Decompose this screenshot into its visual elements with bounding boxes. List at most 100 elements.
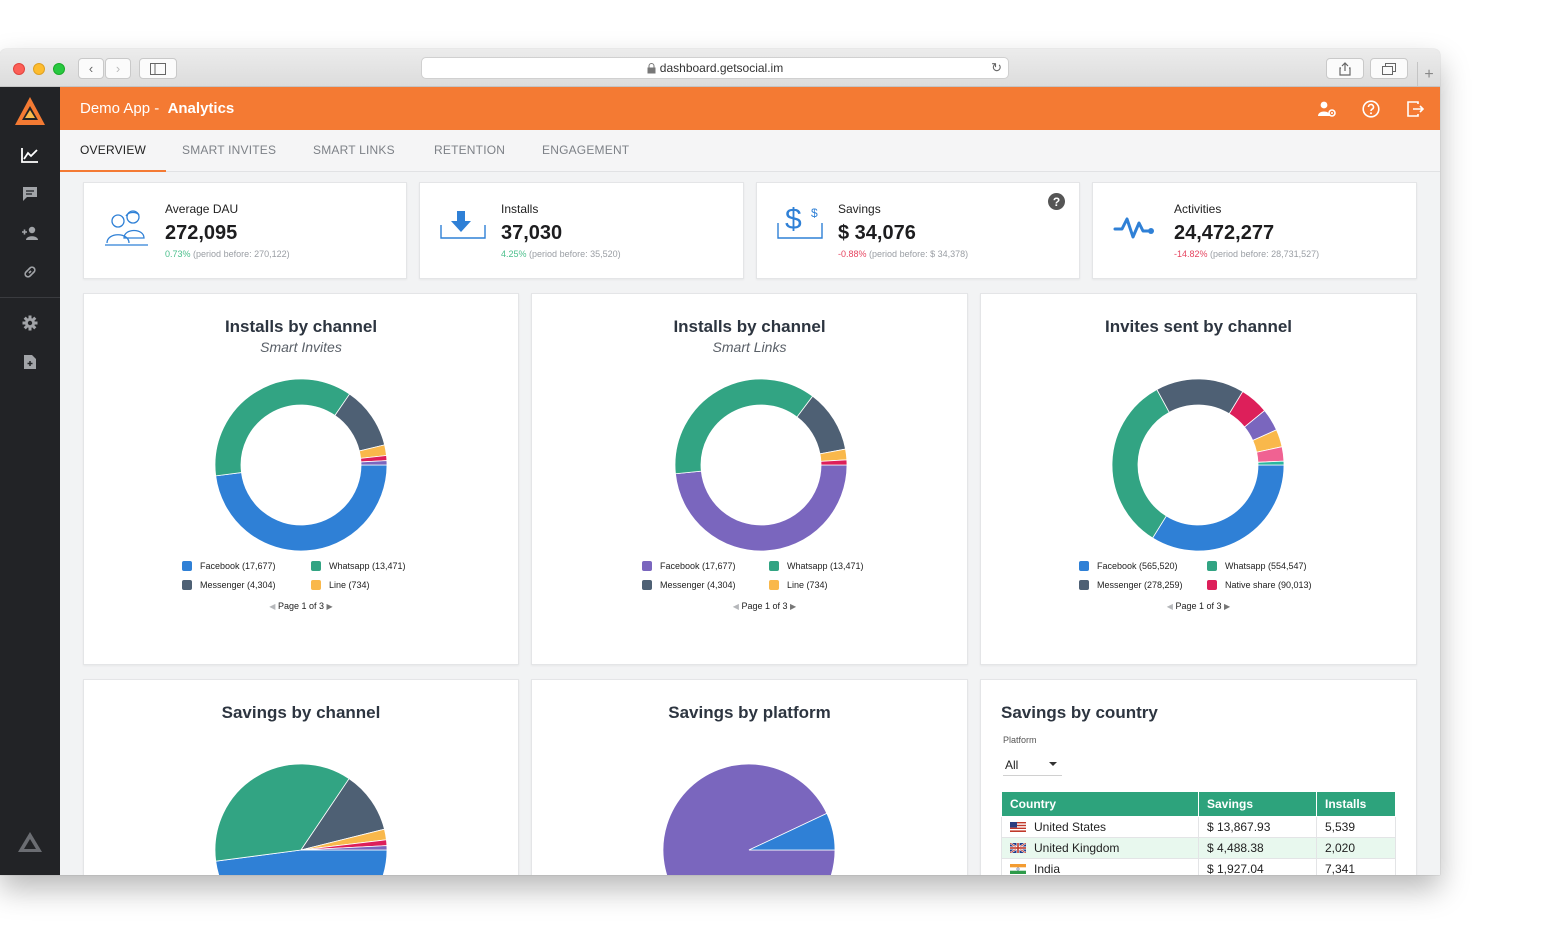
legend-swatch bbox=[769, 580, 779, 590]
uk-flag-icon bbox=[1010, 843, 1026, 853]
pie-slice-other-2[interactable] bbox=[360, 460, 388, 466]
pie-slice-ios[interactable] bbox=[748, 812, 836, 851]
tab-smart-links[interactable]: SMART LINKS bbox=[313, 143, 395, 157]
pager-next-icon[interactable]: ▶ bbox=[790, 602, 797, 611]
pie-slice-whatsapp[interactable] bbox=[214, 378, 351, 477]
stat-change: -0.88% bbox=[838, 249, 867, 259]
column-header-savings[interactable]: Savings bbox=[1198, 791, 1317, 817]
pager-prev-icon[interactable]: ◀ bbox=[732, 602, 739, 611]
sidebar-toggle-button[interactable] bbox=[139, 58, 177, 79]
column-header-installs[interactable]: Installs bbox=[1316, 791, 1396, 817]
app-logo[interactable] bbox=[14, 95, 46, 127]
legend-item-whatsapp[interactable]: Whatsapp (13,471) bbox=[769, 561, 864, 571]
link-icon[interactable] bbox=[19, 261, 41, 283]
pie-chart[interactable] bbox=[660, 761, 838, 875]
svg-text:?: ? bbox=[1053, 195, 1060, 209]
pie-slice-whatsapp[interactable] bbox=[1111, 388, 1170, 539]
pie-slice-whatsapp[interactable] bbox=[214, 763, 350, 862]
logout-icon[interactable] bbox=[1405, 99, 1425, 119]
address-bar[interactable]: dashboard.getsocial.im ↻ bbox=[421, 57, 1009, 79]
tab-overview[interactable]: OVERVIEW bbox=[60, 130, 167, 172]
tabs-overview-button[interactable] bbox=[1370, 58, 1408, 79]
legend-item-whatsapp[interactable]: Whatsapp (554,547) bbox=[1207, 561, 1307, 571]
pager-next-icon[interactable]: ▶ bbox=[326, 602, 333, 611]
chart-card-savings-channel: Savings by channel bbox=[83, 679, 519, 875]
legend-swatch bbox=[1207, 580, 1217, 590]
share-button[interactable] bbox=[1326, 58, 1364, 79]
legend-swatch bbox=[182, 580, 192, 590]
back-button[interactable]: ‹ bbox=[78, 58, 104, 79]
stat-value: 37,030 bbox=[501, 222, 563, 244]
platform-select[interactable]: All bbox=[1003, 753, 1062, 776]
close-window-button[interactable] bbox=[13, 63, 25, 75]
donut-chart[interactable] bbox=[212, 376, 390, 554]
stat-change: 0.73% bbox=[165, 249, 191, 259]
legend-item-facebook[interactable]: Facebook (17,677) bbox=[182, 561, 276, 571]
legend-swatch bbox=[642, 580, 652, 590]
legend-item-native-share[interactable]: Native share (90,013) bbox=[1207, 580, 1312, 590]
download-icon bbox=[440, 211, 486, 239]
legend-item-facebook[interactable]: Facebook (17,677) bbox=[642, 561, 736, 571]
legend-swatch bbox=[769, 561, 779, 571]
pie-slice-other-4[interactable] bbox=[1257, 460, 1285, 466]
pie-slice-facebook[interactable] bbox=[1152, 464, 1285, 552]
donut-chart[interactable] bbox=[1109, 376, 1287, 554]
tab-retention[interactable]: RETENTION bbox=[434, 143, 506, 157]
pie-slice-other[interactable] bbox=[300, 845, 388, 851]
pie-slice-messenger[interactable] bbox=[1156, 378, 1244, 415]
savings-value: $ 1,927.04 bbox=[1198, 858, 1317, 875]
app-name: Demo App - bbox=[80, 100, 160, 117]
pie-slice-android[interactable] bbox=[662, 763, 836, 875]
pager-text: Page 1 of 3 bbox=[1175, 601, 1222, 611]
stat-value: 24,472,277 bbox=[1174, 222, 1275, 244]
browser-window: ‹ › dashboard.getsocial.im ↻ + bbox=[0, 49, 1440, 875]
legend-item-messenger[interactable]: Messenger (278,259) bbox=[1079, 580, 1183, 590]
analytics-icon[interactable] bbox=[19, 144, 41, 166]
table-row[interactable]: United Kingdom $ 4,488.38 2,020 bbox=[1001, 837, 1396, 859]
document-icon[interactable] bbox=[19, 351, 41, 373]
pie-slice-facebook[interactable] bbox=[215, 464, 388, 552]
tab-engagement[interactable]: ENGAGEMENT bbox=[542, 143, 630, 157]
tab-smart-invites[interactable]: SMART INVITES bbox=[182, 143, 277, 157]
info-icon[interactable]: ? bbox=[1048, 193, 1065, 210]
pager-prev-icon[interactable]: ◀ bbox=[1166, 602, 1173, 611]
pie-slice-facebook[interactable] bbox=[215, 849, 388, 875]
stat-period: (period before: 28,731,527) bbox=[1210, 249, 1320, 259]
stat-period: (period before: 35,520) bbox=[529, 249, 621, 259]
pie-slice-messenger[interactable] bbox=[300, 778, 385, 851]
legend-item-line[interactable]: Line (734) bbox=[769, 580, 828, 590]
legend-item-facebook[interactable]: Facebook (565,520) bbox=[1079, 561, 1178, 571]
legend-swatch bbox=[311, 580, 321, 590]
chart-subtitle: Smart Links bbox=[712, 339, 787, 355]
legend-label: Facebook (565,520) bbox=[1097, 561, 1178, 571]
chart-title: Invites sent by channel bbox=[1104, 317, 1293, 336]
legend-item-messenger[interactable]: Messenger (4,304) bbox=[642, 580, 736, 590]
help-icon[interactable] bbox=[1361, 99, 1381, 119]
pie-slice-whatsapp[interactable] bbox=[674, 378, 814, 475]
settings-icon[interactable] bbox=[19, 312, 41, 334]
pie-slice-facebook[interactable] bbox=[675, 464, 848, 552]
legend-item-whatsapp[interactable]: Whatsapp (13,471) bbox=[311, 561, 406, 571]
legend-item-messenger[interactable]: Messenger (4,304) bbox=[182, 580, 276, 590]
user-settings-icon[interactable] bbox=[1317, 99, 1337, 119]
donut-chart[interactable] bbox=[672, 376, 850, 554]
add-user-icon[interactable] bbox=[19, 222, 41, 244]
column-header-country[interactable]: Country bbox=[1001, 791, 1199, 817]
country-name: United Kingdom bbox=[1034, 841, 1120, 855]
table-row[interactable]: India $ 1,927.04 7,341 bbox=[1001, 858, 1396, 875]
legend-label: Messenger (278,259) bbox=[1097, 580, 1183, 590]
app-header: Demo App - Analytics bbox=[60, 87, 1440, 130]
pager-prev-icon[interactable]: ◀ bbox=[269, 602, 276, 611]
pie-chart[interactable] bbox=[212, 761, 390, 875]
reload-icon[interactable]: ↻ bbox=[991, 60, 1002, 75]
chat-icon[interactable] bbox=[19, 183, 41, 205]
chart-title: Savings by channel bbox=[221, 703, 381, 722]
forward-button[interactable]: › bbox=[105, 58, 131, 79]
zoom-window-button[interactable] bbox=[53, 63, 65, 75]
minimize-window-button[interactable] bbox=[33, 63, 45, 75]
pager-next-icon[interactable]: ▶ bbox=[1224, 602, 1231, 611]
legend-item-line[interactable]: Line (734) bbox=[311, 580, 370, 590]
pie-slice-other-1[interactable] bbox=[820, 459, 848, 466]
new-tab-button[interactable]: + bbox=[1417, 62, 1440, 87]
table-row[interactable]: United States $ 13,867.93 5,539 bbox=[1001, 816, 1396, 838]
